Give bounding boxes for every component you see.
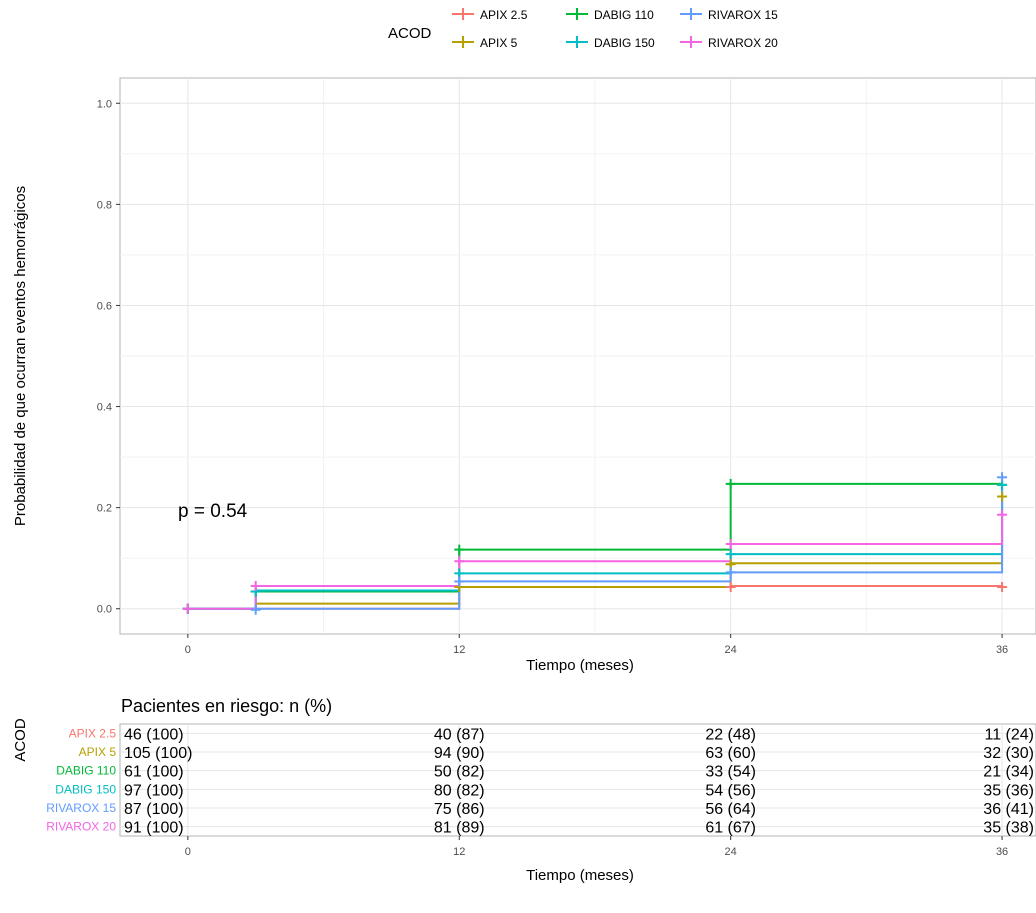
risk-table-panel xyxy=(119,723,1036,837)
risk-x-tick-label: 24 xyxy=(725,846,737,858)
legend-label: RIVAROX 15 xyxy=(708,8,778,22)
risk-cell: 61 (100) xyxy=(124,764,184,781)
legend-label: DABIG 150 xyxy=(594,36,655,50)
risk-cells: 46 (100) 40 (87) 22 (48) 11 (24) 105 (100) 94… xyxy=(124,726,1034,836)
y-axis: 0.0 0.2 0.4 0.6 0.8 1.0 xyxy=(97,98,120,616)
y-tick-label: 1.0 xyxy=(97,98,112,110)
risk-table: Pacientes en riesgo: n (%) 46 (100) 40 (8… xyxy=(12,696,1036,884)
risk-cell: 35 (36) xyxy=(983,782,1034,799)
censor-mark xyxy=(997,491,1008,502)
legend-label: DABIG 110 xyxy=(594,8,654,22)
risk-cell: 50 (82) xyxy=(434,764,485,781)
y-tick-label: 0.8 xyxy=(97,199,112,211)
risk-row-label: APIX 2.5 xyxy=(69,726,117,740)
risk-cell: 22 (48) xyxy=(705,726,756,743)
y-tick-label: 0.6 xyxy=(97,300,112,312)
legend-label: APIX 5 xyxy=(480,36,518,50)
risk-cell: 105 (100) xyxy=(124,745,193,762)
x-axis-label: Tiempo (meses) xyxy=(526,657,634,674)
censor-mark xyxy=(725,581,736,592)
legend: ACOD APIX 2.5 APIX 5 DABIG 110 DABIG 150 RIV… xyxy=(388,8,778,50)
risk-row-label: DABIG 110 xyxy=(56,764,116,778)
censor-mark xyxy=(182,603,193,614)
legend-label: APIX 2.5 xyxy=(480,8,528,22)
risk-cell: 35 (38) xyxy=(983,820,1034,837)
x-tick-label: 12 xyxy=(453,644,465,656)
censor-marks xyxy=(182,472,1008,615)
censor-mark xyxy=(250,580,261,591)
risk-row-label: DABIG 150 xyxy=(55,782,116,796)
x-tick-label: 0 xyxy=(185,644,191,656)
risk-cell: 32 (30) xyxy=(983,745,1034,762)
p-value-annotation: p = 0.54 xyxy=(178,501,248,522)
km-plot: 0.0 0.2 0.4 0.6 0.8 1.0 0 12 24 36 p = 0.54 Tiem… xyxy=(12,77,1036,674)
risk-table-title: Pacientes en riesgo: n (%) xyxy=(121,696,332,716)
risk-cell: 21 (34) xyxy=(983,764,1034,781)
risk-x-axis-label: Tiempo (meses) xyxy=(526,867,634,884)
risk-cell: 94 (90) xyxy=(434,745,485,762)
y-tick-label: 0.2 xyxy=(97,503,112,515)
risk-row-labels: APIX 2.5 APIX 5 DABIG 110 DABIG 150 RIVAROX … xyxy=(46,726,116,833)
risk-cell: 54 (56) xyxy=(705,782,756,799)
censor-mark xyxy=(725,567,736,578)
risk-cell: 36 (41) xyxy=(983,801,1034,818)
y-tick-label: 0.4 xyxy=(97,402,112,414)
y-tick-label: 0.0 xyxy=(97,604,112,616)
risk-cell: 63 (60) xyxy=(705,745,756,762)
risk-row-label: RIVAROX 20 xyxy=(46,820,116,834)
censor-mark xyxy=(997,581,1008,592)
risk-cell: 33 (54) xyxy=(705,764,756,781)
risk-x-axis: 0 12 24 36 xyxy=(185,836,1008,858)
grid xyxy=(120,78,1036,634)
risk-grid xyxy=(120,724,1036,836)
censor-mark xyxy=(725,539,736,550)
risk-cell: 75 (86) xyxy=(434,801,485,818)
x-axis: 0 12 24 36 xyxy=(185,634,1008,656)
censor-mark xyxy=(454,556,465,567)
censor-mark xyxy=(725,549,736,560)
censor-mark xyxy=(454,544,465,555)
risk-cell: 11 (24) xyxy=(984,726,1034,743)
risk-y-axis-label: ACOD xyxy=(12,718,29,762)
x-tick-label: 24 xyxy=(725,644,737,656)
risk-cell: 56 (64) xyxy=(705,801,756,818)
censor-mark xyxy=(725,478,736,489)
legend-title: ACOD xyxy=(388,25,432,42)
risk-row-label: APIX 5 xyxy=(79,745,117,759)
risk-row-label: RIVAROX 15 xyxy=(46,801,116,815)
censor-mark xyxy=(997,472,1008,483)
risk-cell: 91 (100) xyxy=(124,820,184,837)
risk-x-tick-label: 0 xyxy=(185,846,191,858)
censor-mark xyxy=(250,604,261,615)
x-tick-label: 36 xyxy=(996,644,1008,656)
risk-x-tick-label: 12 xyxy=(453,846,465,858)
legend-label: RIVAROX 20 xyxy=(708,36,778,50)
y-axis-label: Probabilidad de que ocurran eventos hemo… xyxy=(12,186,29,526)
censor-mark xyxy=(454,576,465,587)
risk-cell: 80 (82) xyxy=(434,782,485,799)
risk-cell: 87 (100) xyxy=(124,801,184,818)
risk-cell: 40 (87) xyxy=(434,726,485,743)
censor-mark xyxy=(997,509,1008,520)
risk-cell: 61 (67) xyxy=(705,820,756,837)
series-step-line xyxy=(187,477,1004,610)
risk-cell: 97 (100) xyxy=(124,782,184,799)
risk-cell: 81 (89) xyxy=(434,820,485,837)
risk-cell: 46 (100) xyxy=(124,726,184,743)
risk-x-tick-label: 36 xyxy=(996,846,1008,858)
